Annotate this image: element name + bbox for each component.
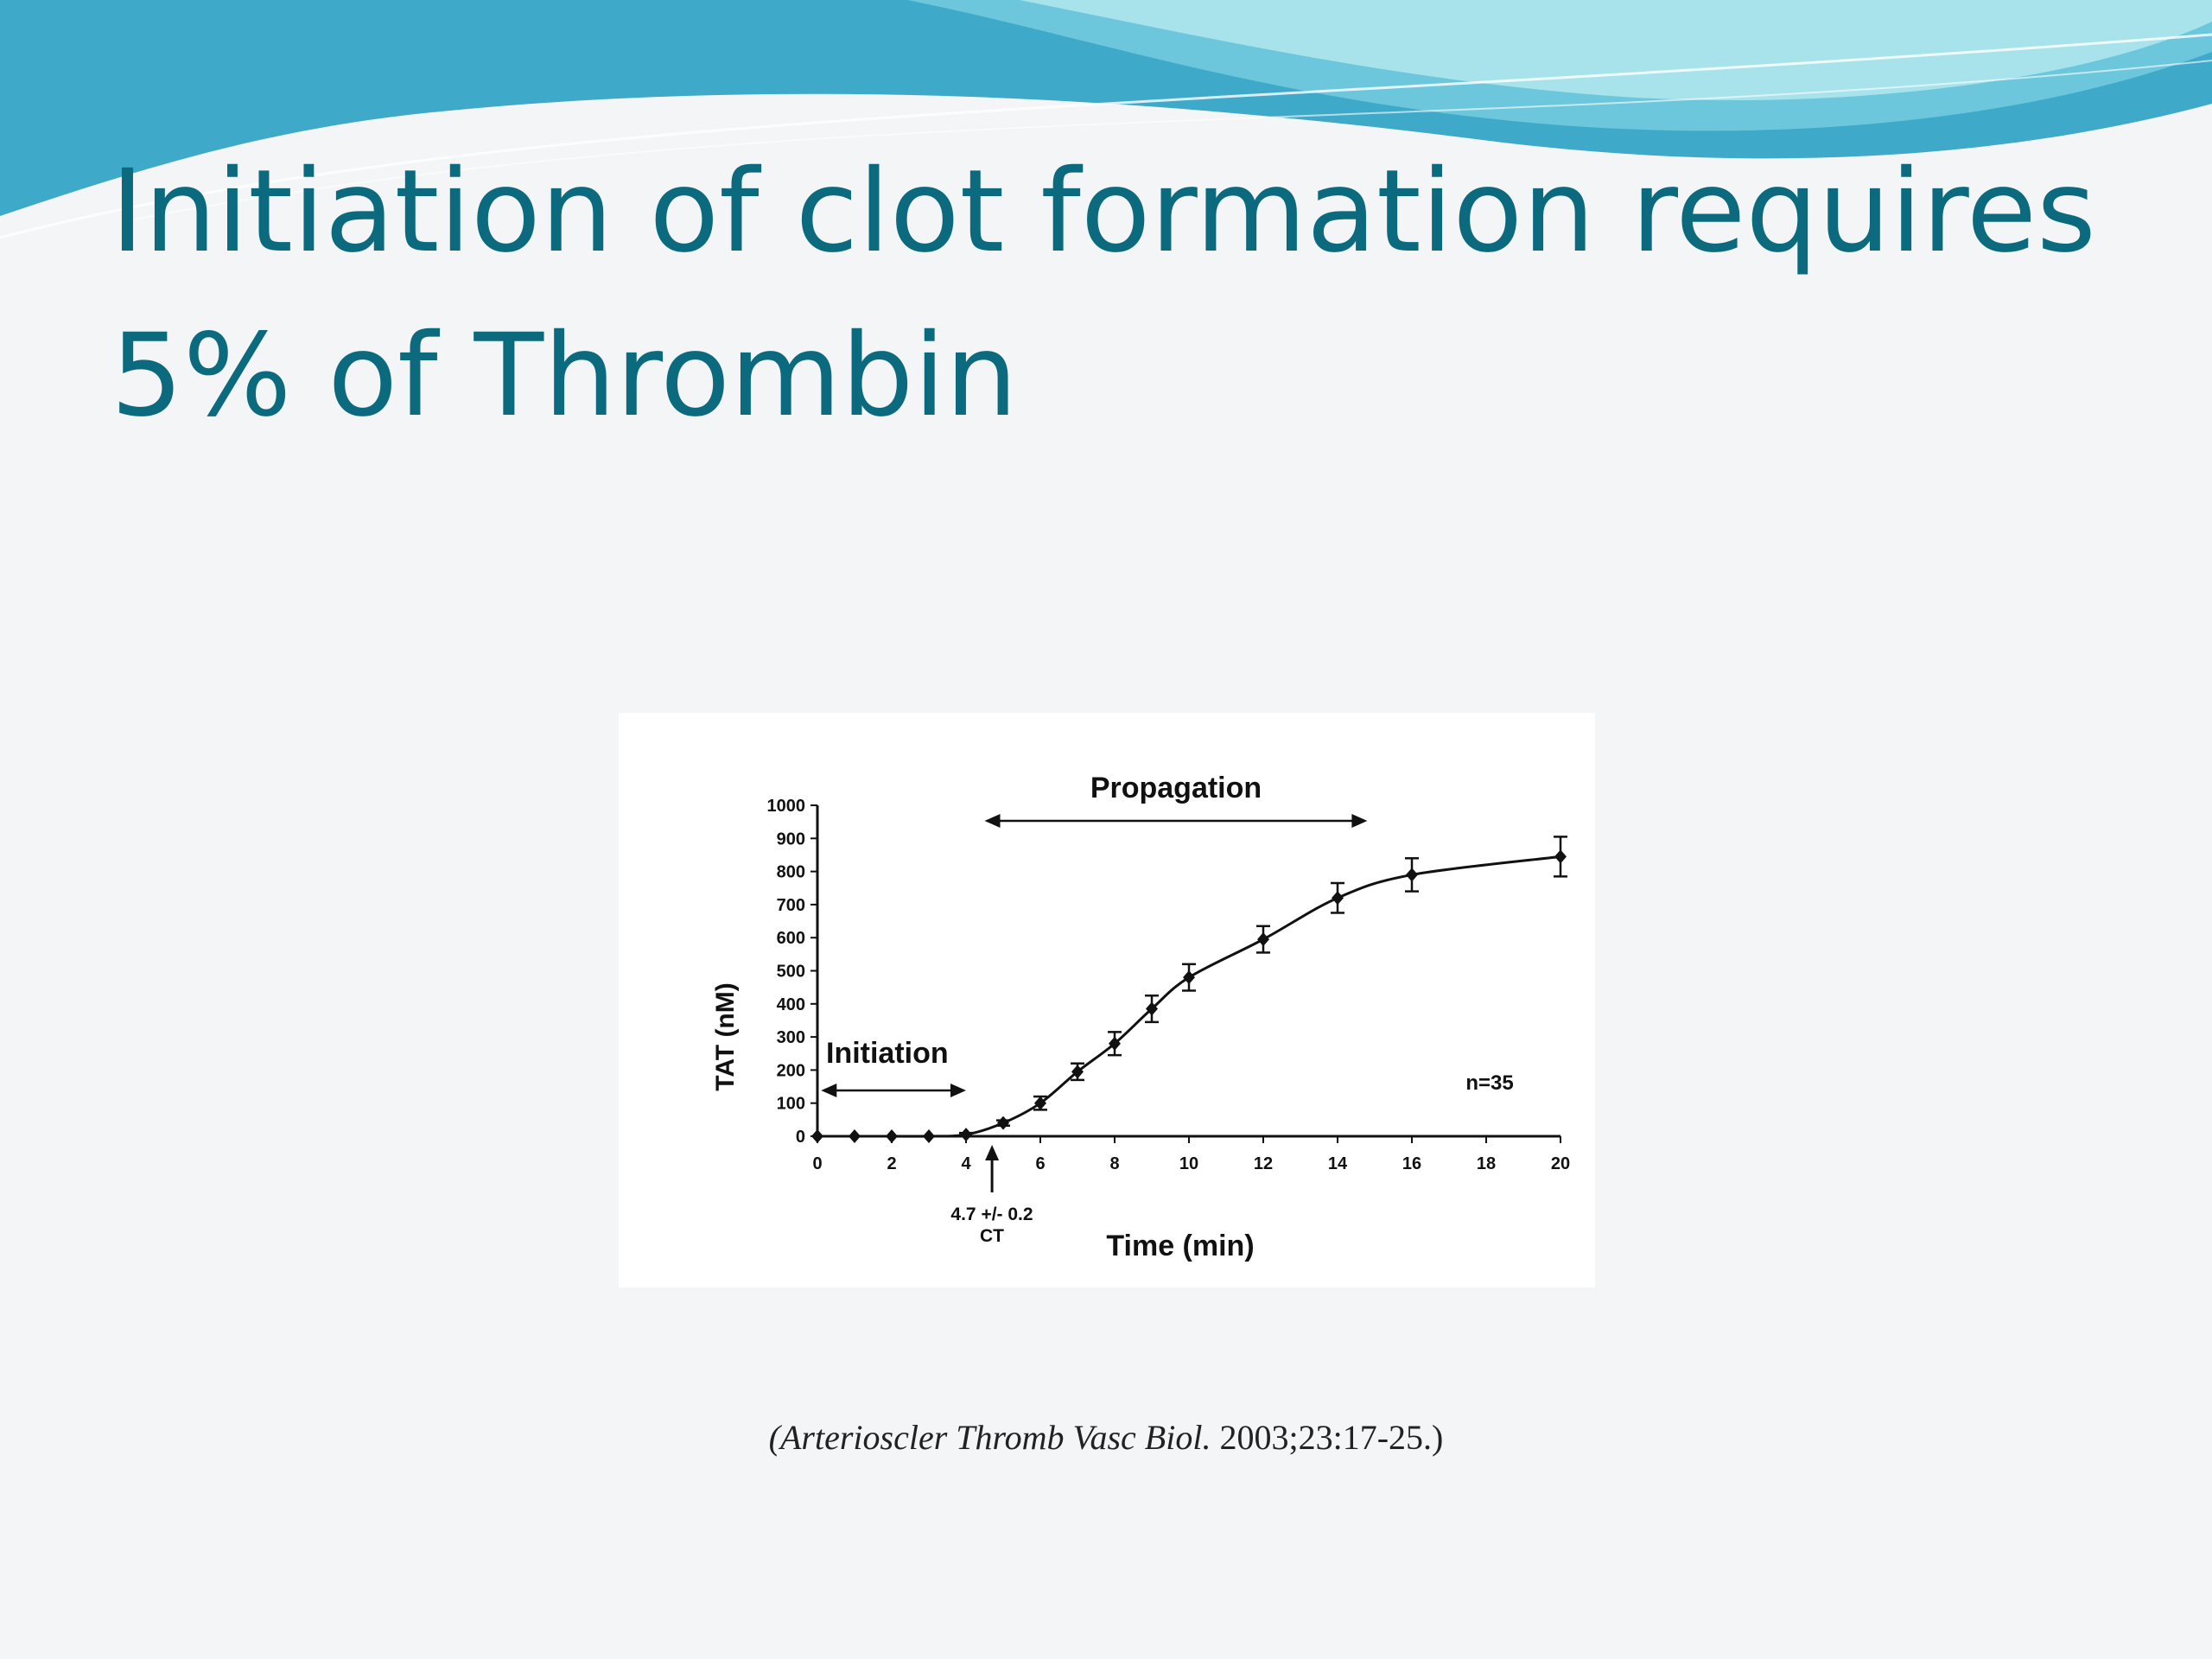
ct-arrow-head	[985, 1145, 1000, 1160]
x-tick-label: 0	[812, 1154, 822, 1173]
x-tick-label: 2	[887, 1154, 896, 1173]
y-axis-label: TAT (nM)	[711, 982, 740, 1091]
chart-annotations	[821, 814, 1368, 1192]
data-points	[811, 836, 1567, 1143]
data-point	[1406, 868, 1418, 882]
data-point	[886, 1129, 898, 1143]
y-tick-label: 700	[777, 896, 805, 915]
propagation-arrow-left-head	[984, 814, 1001, 828]
figure-panel: 0 100 200 300 400 500 600 700 800 900 1000 0 2 4 6 8 10…	[619, 713, 1595, 1287]
x-tick-label: 8	[1109, 1154, 1119, 1173]
x-tick-label: 12	[1254, 1154, 1273, 1173]
x-axis-label: Time (min)	[1106, 1230, 1254, 1262]
slide-title-line-2: 5% of Thrombin	[111, 309, 1018, 442]
ct-label: CT	[980, 1226, 1004, 1246]
y-tick-label: 100	[777, 1095, 805, 1114]
citation: (Arterioscler Thromb Vasc Biol. 2003;23:…	[0, 1417, 2212, 1458]
propagation-label: Propagation	[1090, 772, 1262, 804]
data-point	[1071, 1065, 1084, 1079]
y-tick-label: 0	[796, 1128, 805, 1147]
slide-title-line-1: Initiation of clot formation requires	[111, 145, 2096, 278]
data-point	[811, 1129, 823, 1143]
x-axis-ticks: 0 2 4 6 8 10 12 14 16 18 20	[812, 1136, 1570, 1173]
data-point	[1332, 891, 1344, 906]
y-tick-label: 400	[777, 995, 805, 1014]
data-point	[1554, 849, 1567, 864]
data-point	[849, 1129, 861, 1143]
citation-details: 2003;23:17-25.)	[1211, 1418, 1444, 1457]
citation-journal: (Arterioscler Thromb Vasc Biol.	[768, 1418, 1211, 1457]
data-point	[1183, 970, 1195, 985]
data-point	[1109, 1036, 1121, 1051]
data-point	[997, 1116, 1009, 1130]
y-tick-label: 900	[777, 830, 805, 849]
data-point	[1034, 1096, 1046, 1110]
data-point	[1146, 1001, 1158, 1016]
header-wave-decoration	[0, 0, 2212, 239]
x-tick-label: 4	[961, 1154, 971, 1173]
initiation-arrow-right-head	[950, 1084, 966, 1097]
x-tick-label: 6	[1035, 1154, 1045, 1173]
slide-title: Initiation of clot formation requires 5%…	[111, 130, 2167, 458]
x-tick-label: 10	[1179, 1154, 1198, 1173]
x-tick-label: 14	[1328, 1154, 1348, 1173]
ct-value-label: 4.7 +/- 0.2	[950, 1205, 1033, 1224]
y-tick-label: 800	[777, 863, 805, 882]
data-point	[1257, 932, 1269, 947]
y-tick-label: 600	[777, 929, 805, 948]
initiation-label: Initiation	[826, 1037, 949, 1070]
y-tick-label: 1000	[767, 797, 806, 816]
x-tick-label: 20	[1551, 1154, 1570, 1173]
propagation-arrow-right-head	[1351, 814, 1368, 828]
y-tick-label: 500	[777, 963, 805, 982]
tat-curve	[817, 855, 1561, 1138]
tat-time-chart: 0 100 200 300 400 500 600 700 800 900 1000 0 2 4 6 8 10…	[711, 772, 1570, 1262]
sample-size-label: n=35	[1465, 1071, 1513, 1095]
data-point	[923, 1129, 935, 1143]
y-tick-label: 300	[777, 1028, 805, 1047]
y-axis-ticks: 0 100 200 300 400 500 600 700 800 900 1000	[767, 797, 817, 1147]
x-tick-label: 18	[1477, 1154, 1496, 1173]
y-tick-label: 200	[777, 1061, 805, 1080]
data-point	[960, 1128, 972, 1142]
initiation-arrow-left-head	[821, 1084, 837, 1097]
x-tick-label: 16	[1402, 1154, 1421, 1173]
